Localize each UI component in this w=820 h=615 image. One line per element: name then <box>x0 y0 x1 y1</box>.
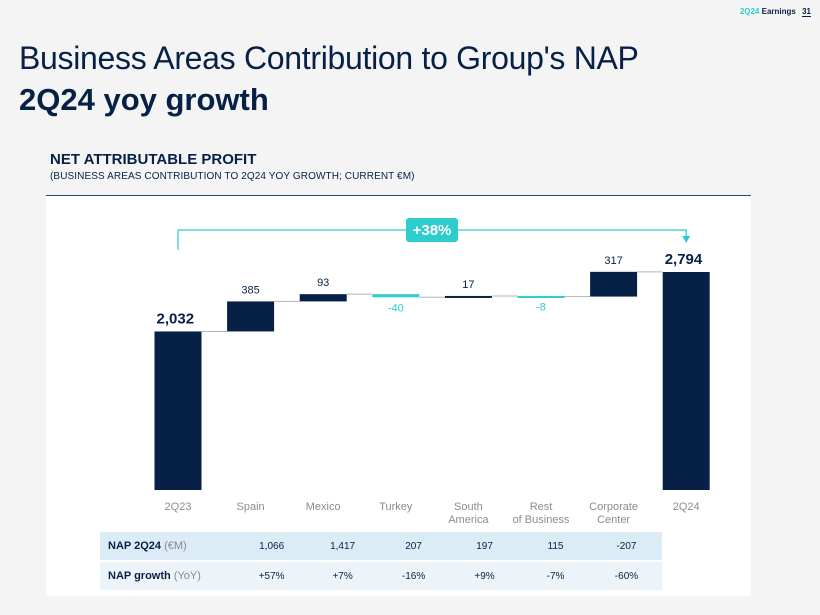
tick-label-4-0: South <box>454 501 483 513</box>
header-earnings: Earnings <box>761 7 796 16</box>
bar-1 <box>227 301 275 332</box>
growth-label: +38% <box>413 222 452 239</box>
table-cell: 207 <box>405 540 422 552</box>
tick-label-7: 2Q24 <box>673 501 700 513</box>
tick-label-0: 2Q23 <box>165 501 192 513</box>
nap-table: NAP 2Q24 (€M) 1,066 1,417 207 197 115 -2… <box>100 532 662 590</box>
bar-0 <box>154 331 202 490</box>
data-label-1: 385 <box>241 284 259 296</box>
section-title: NET ATTRIBUTABLE PROFIT <box>50 151 257 168</box>
page-title: Business Areas Contribution to Group's N… <box>19 40 639 76</box>
tick-label-5-1: of Business <box>513 514 570 526</box>
tick-label-2: Mexico <box>306 501 341 513</box>
data-label-5: -8 <box>536 302 546 314</box>
table-row: NAP 2Q24 (€M) 1,066 1,417 207 197 115 -2… <box>100 532 662 560</box>
bar-2 <box>299 294 347 302</box>
header-tag: 2Q24 Earnings 31 <box>739 7 811 17</box>
table-cell: 115 <box>547 540 564 552</box>
data-label-3: -40 <box>388 302 404 314</box>
tick-label-6-1: Center <box>597 514 630 526</box>
data-label-6: 317 <box>604 255 622 267</box>
table-cell: -16% <box>401 570 426 582</box>
bar-3 <box>372 294 420 298</box>
tick-label-4-1: America <box>448 514 489 526</box>
page-subtitle: 2Q24 yoy growth <box>19 82 269 117</box>
data-label-0: 2,032 <box>157 310 195 327</box>
row-label: NAP 2Q24 (€M) <box>108 540 187 552</box>
table-cell: -207 <box>616 540 637 552</box>
table-cell: -60% <box>614 570 639 582</box>
table-cell: 1,066 <box>259 540 285 552</box>
tick-label-1: Spain <box>237 501 265 513</box>
table-cell: +7% <box>332 570 353 582</box>
table-cell: -7% <box>546 570 565 582</box>
row-label: NAP growth (YoY) <box>108 570 201 582</box>
data-label-7: 2,794 <box>665 251 703 268</box>
data-label-4: 17 <box>462 279 474 291</box>
header-quarter: 2Q24 <box>739 7 760 16</box>
growth-badge <box>406 218 458 242</box>
table-cell: 1,417 <box>330 540 356 552</box>
bar-6 <box>590 271 638 297</box>
bar-4 <box>444 295 492 298</box>
bar-5 <box>517 295 565 298</box>
table-row: NAP growth (YoY) +57% +7% -16% +9% -7% -… <box>100 562 662 590</box>
growth-arrow-icon <box>682 236 691 243</box>
tick-label-5-0: Rest <box>530 501 553 513</box>
table-cell: +57% <box>258 570 285 582</box>
table-cell: +9% <box>474 570 495 582</box>
table-cell: 197 <box>476 540 493 552</box>
section-subtitle: (BUSINESS AREAS CONTRIBUTION TO 2Q24 YOY… <box>50 171 415 182</box>
page-number: 31 <box>802 7 811 17</box>
tick-label-3: Turkey <box>379 501 413 513</box>
data-label-2: 93 <box>317 277 329 289</box>
bar-7 <box>662 272 710 490</box>
tick-label-6-0: Corporate <box>589 501 638 513</box>
